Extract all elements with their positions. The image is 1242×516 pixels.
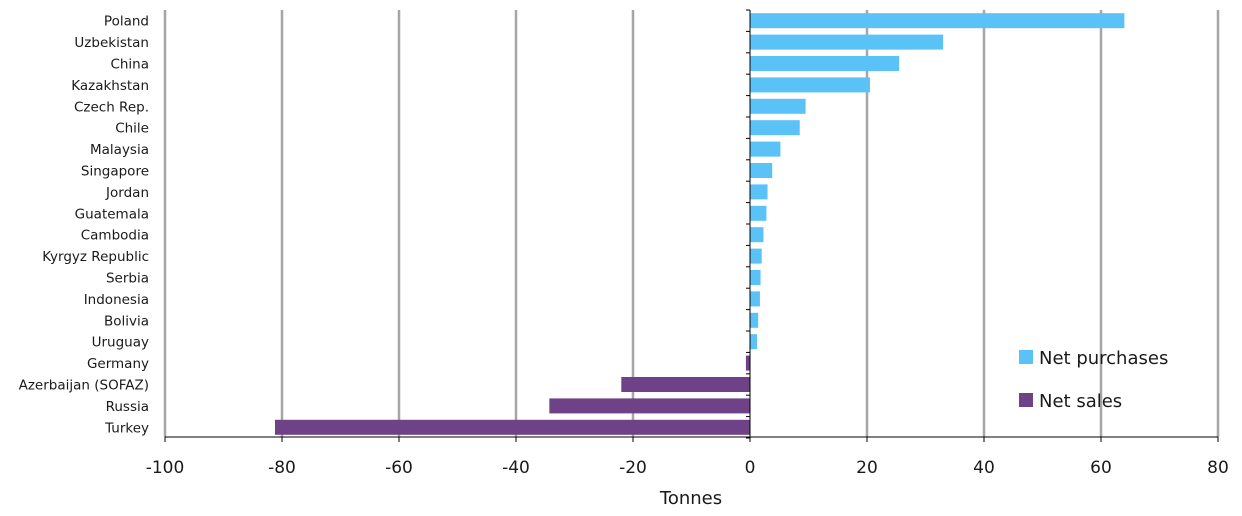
bar-malaysia [750,141,781,157]
legend-label-net-sales: Net sales [1039,391,1122,412]
x-tick-label-20: -20 [619,458,647,478]
bar-azerbaijan-sofaz [621,377,750,392]
category-label-uzbekistan: Uzbekistan [74,35,149,51]
category-label-azerbaijan-sofaz: Azerbaijan (SOFAZ) [19,378,149,394]
x-tick-labels: -100 -80 -60 -40 -20 0 20 40 60 80 [146,458,1229,478]
category-label-kyrgyz-republic: Kyrgyz Republic [42,249,149,265]
gridlines [163,10,1220,437]
legend-swatch-net-sales [1019,393,1033,407]
bar-cambodia [750,227,764,243]
bar-jordan [750,184,768,200]
category-label-bolivia: Bolivia [104,313,149,329]
category-label-chile: Chile [115,121,149,137]
legend-swatch-net-purchases [1019,350,1033,364]
bar-czech-rep [750,98,806,114]
category-label-czech-rep: Czech Rep. [74,99,149,115]
bar-germany [745,355,750,371]
category-label-guatemala: Guatemala [75,206,149,222]
bar-guatemala [750,205,767,221]
bar-serbia [750,270,761,285]
category-label-russia: Russia [106,399,149,415]
category-label-jordan: Jordan [105,185,149,201]
category-label-kazakhstan: Kazakhstan [71,78,149,94]
legend: Net purchases Net sales [1019,348,1168,412]
category-label-uruguay: Uruguay [92,335,149,351]
bars [274,13,1125,435]
category-label-singapore: Singapore [81,164,149,180]
bar-indonesia [750,291,760,307]
bar-kazakhstan [750,77,870,93]
legend-label-net-purchases: Net purchases [1039,348,1168,369]
bar-uzbekistan [750,34,944,50]
x-tick-label-40: 40 [973,458,995,478]
axes [164,9,1219,442]
bar-uruguay [750,334,758,350]
bar-bolivia [750,312,759,328]
category-label-malaysia: Malaysia [90,142,149,158]
category-labels: Poland Uzbekistan China Kazakhstan Czech Rep… [19,14,149,437]
bar-kyrgyz-republic [750,248,762,264]
x-tick-label-80: -80 [268,458,296,478]
x-tick-label-100: -100 [146,458,185,478]
x-tick-label-40: -40 [502,458,530,478]
category-label-poland: Poland [104,14,149,30]
x-tick-label-60: -60 [385,458,413,478]
x-tick-label-20: 20 [856,458,878,478]
x-tick-label-60: 60 [1090,458,1112,478]
category-label-serbia: Serbia [106,271,149,287]
category-label-cambodia: Cambodia [81,228,149,244]
category-label-turkey: Turkey [104,420,149,436]
x-tick-label-0: 0 [745,458,756,478]
bar-russia [549,398,750,414]
bar-turkey [274,419,750,435]
bar-singapore [750,163,773,178]
category-label-germany: Germany [87,356,149,372]
category-label-china: China [110,57,149,73]
bar-poland [750,13,1125,29]
x-tick-label-80: 80 [1207,458,1229,478]
bar-china [750,56,900,71]
bar-chile [750,120,800,136]
category-label-indonesia: Indonesia [84,292,149,308]
x-axis-title: Tonnes [659,488,722,509]
